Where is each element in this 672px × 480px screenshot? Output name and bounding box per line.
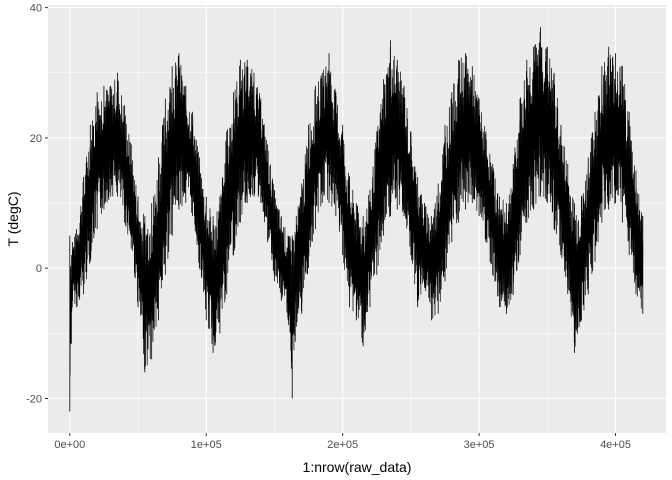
y-tick-label: 20 — [30, 133, 42, 145]
x-tick-label: 4e+05 — [600, 439, 631, 451]
y-axis: -20 0 20 40 — [26, 3, 48, 405]
x-axis-title: 1:nrow(raw_data) — [303, 459, 412, 475]
y-tick-label: -20 — [26, 393, 42, 405]
y-tick-label: 40 — [30, 3, 42, 15]
y-tick-label: 0 — [36, 263, 42, 275]
y-axis-title: T (degC) — [5, 192, 21, 247]
series-layer — [69, 27, 644, 412]
x-axis: 0e+00 1e+05 2e+05 3e+05 4e+05 — [54, 433, 631, 451]
x-tick-label: 3e+05 — [464, 439, 495, 451]
x-tick-label: 0e+00 — [54, 439, 85, 451]
x-tick-label: 1e+05 — [191, 439, 222, 451]
x-tick-label: 2e+05 — [327, 439, 358, 451]
